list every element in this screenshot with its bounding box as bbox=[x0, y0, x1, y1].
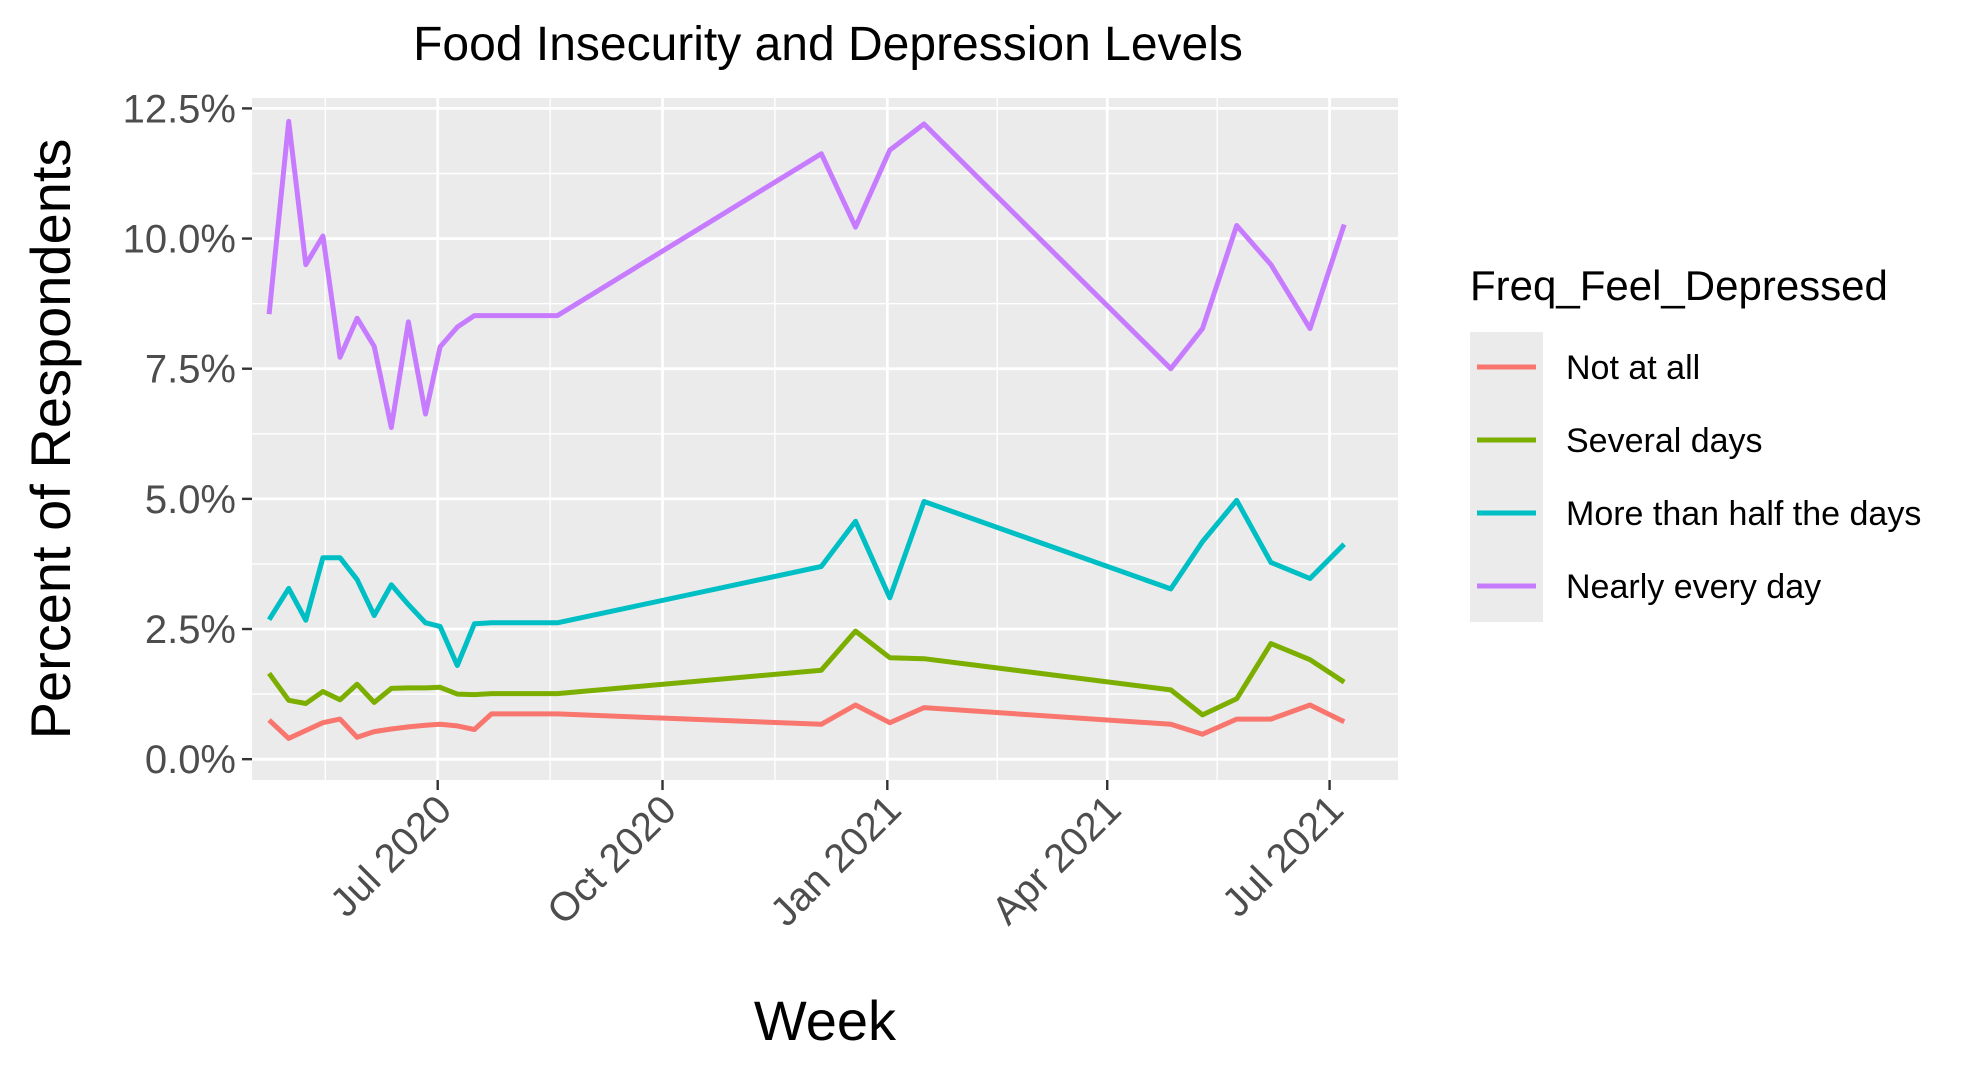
x-axis-title: Week bbox=[754, 989, 897, 1052]
y-tick-label: 0.0% bbox=[145, 738, 236, 782]
x-axis: Jul 2020 Oct 2020 Jan 2021 Apr 2021 Jul 2021 bbox=[322, 780, 1352, 935]
series-line-0 bbox=[267, 702, 1346, 741]
legend-label-3: Nearly every day bbox=[1566, 568, 1821, 606]
y-tick-label: 2.5% bbox=[145, 608, 236, 652]
x-tick-label: Oct 2020 bbox=[539, 787, 685, 933]
legend-key-background bbox=[1470, 332, 1543, 622]
y-tick-label: 7.5% bbox=[145, 348, 236, 392]
y-tick-label: 5.0% bbox=[145, 478, 236, 522]
x-tick-label: Jan 2021 bbox=[762, 787, 909, 934]
chart-title: Food Insecurity and Depression Levels bbox=[413, 18, 1243, 71]
series-line-3 bbox=[266, 118, 1347, 430]
x-tick-label: Apr 2021 bbox=[984, 787, 1130, 933]
legend: Freq_Feel_Depressed Not at all Several da… bbox=[1470, 262, 1921, 622]
y-axis: 0.0% 2.5% 5.0% 7.5% 10.0% 12.5% bbox=[123, 87, 252, 782]
series-lines bbox=[266, 118, 1347, 741]
series-line-2 bbox=[266, 497, 1346, 668]
legend-label-2: More than half the days bbox=[1566, 495, 1921, 533]
legend-label-0: Not at all bbox=[1566, 349, 1700, 387]
x-tick-label: Jul 2021 bbox=[1214, 787, 1352, 925]
legend-label-1: Several days bbox=[1566, 422, 1763, 460]
minor-gridlines bbox=[252, 98, 1398, 780]
y-tick-label: 10.0% bbox=[123, 218, 236, 262]
legend-title: Freq_Feel_Depressed bbox=[1470, 262, 1888, 309]
legend-items: Not at all Several days More than half the… bbox=[1477, 349, 1921, 606]
x-tick-label: Jul 2020 bbox=[322, 787, 460, 925]
y-tick-label: 12.5% bbox=[123, 87, 236, 131]
y-axis-title: Percent of Respondents bbox=[19, 139, 82, 740]
series-line-1 bbox=[267, 628, 1346, 718]
plot-panel bbox=[252, 98, 1398, 780]
